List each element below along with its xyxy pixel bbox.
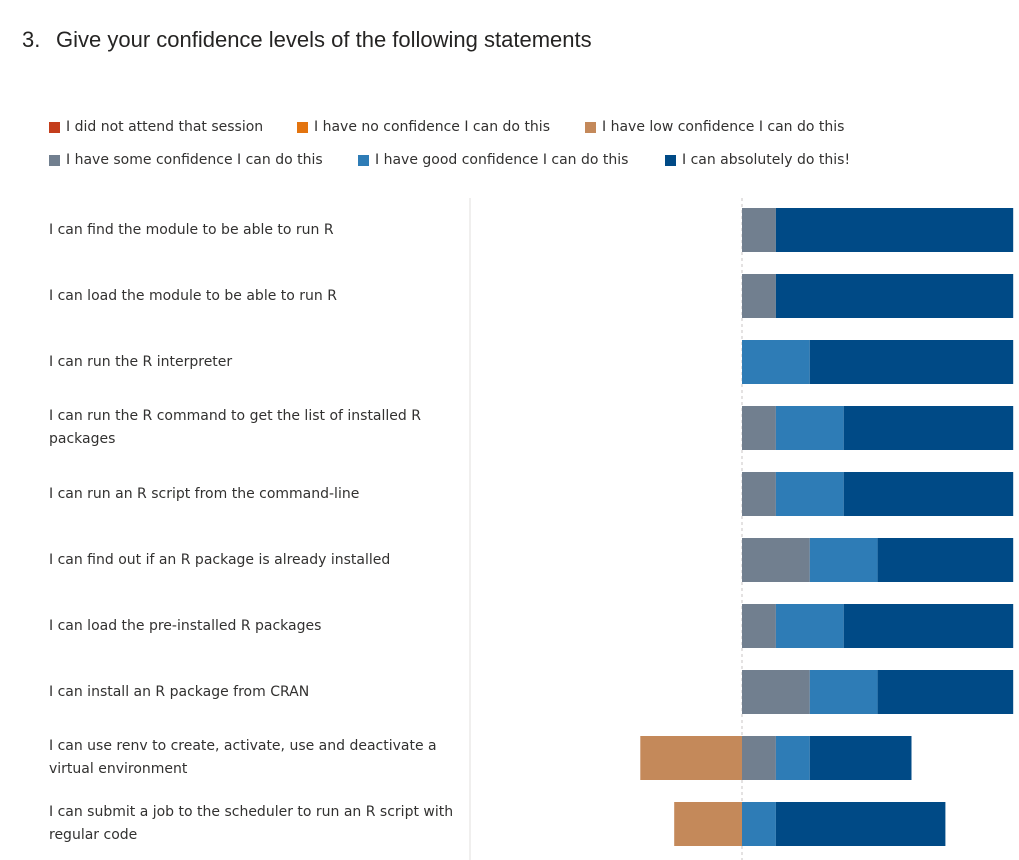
legend-item-some-confidence: I have some confidence I can do this <box>49 150 323 170</box>
legend-label: I have some confidence I can do this <box>66 152 323 168</box>
category-label: I can run the R command to get the list … <box>49 408 421 447</box>
bar-segment <box>742 472 776 516</box>
bar-segment <box>775 472 844 516</box>
bar-segment <box>843 406 1014 450</box>
bar-segment <box>640 736 742 780</box>
bar-segment <box>809 340 1014 384</box>
legend-swatch <box>358 154 369 166</box>
bar-segment <box>742 274 776 318</box>
category-label: I can find out if an R package is alread… <box>49 551 391 568</box>
legend-label: I have low confidence I can do this <box>602 119 845 135</box>
bar-segment <box>809 736 912 780</box>
bar-segment <box>775 802 946 846</box>
legend-item-good-confidence: I have good confidence I can do this <box>358 150 628 170</box>
legend-label: I have good confidence I can do this <box>375 152 629 168</box>
bar-segment <box>742 670 810 714</box>
legend-swatch <box>49 154 60 166</box>
bar-segment <box>742 340 810 384</box>
bar-segment <box>877 538 1014 582</box>
category-label: I can use renv to create, activate, use … <box>49 738 437 777</box>
question-title: 3. Give your confidence levels of the fol… <box>22 25 592 55</box>
category-label: I can load the module to be able to run … <box>49 287 337 304</box>
bar-segment <box>674 802 742 846</box>
bar-segment <box>775 604 844 648</box>
category-label: I can find the module to be able to run … <box>49 221 334 238</box>
legend-label: I can absolutely do this! <box>682 152 851 168</box>
legend-swatch <box>665 154 676 166</box>
bar-segment <box>742 604 776 648</box>
bar-segment <box>843 472 1014 516</box>
legend-item-no-confidence: I have no confidence I can do this <box>297 117 550 137</box>
question-text: Give your confidence levels of the follo… <box>56 27 592 52</box>
question-number: 3. <box>22 27 41 52</box>
bar-segment <box>877 670 1014 714</box>
bar-segment <box>775 208 1014 252</box>
category-label: I can run the R interpreter <box>49 353 233 370</box>
bar-segment <box>809 538 878 582</box>
legend-item-low-confidence: I have low confidence I can do this <box>585 117 844 137</box>
bar-segment <box>742 802 776 846</box>
category-label: I can install an R package from CRAN <box>49 683 310 700</box>
bar-segment <box>775 406 844 450</box>
bar-segment <box>843 604 1014 648</box>
category-label: I can submit a job to the scheduler to r… <box>49 804 454 843</box>
legend-label: I did not attend that session <box>66 119 264 135</box>
bar-segment <box>742 538 810 582</box>
legend-swatch <box>297 121 308 133</box>
legend-swatch <box>585 121 596 133</box>
bar-segment <box>742 736 776 780</box>
bar-segment <box>775 274 1014 318</box>
bar-segment <box>809 670 878 714</box>
legend-item-not-attended: I did not attend that session <box>49 117 263 137</box>
bar-segment <box>775 736 810 780</box>
category-label: I can run an R script from the command-l… <box>49 485 360 502</box>
legend-swatch <box>49 121 60 133</box>
bar-segment <box>742 208 776 252</box>
legend-item-absolute-confidence: I can absolutely do this! <box>665 150 850 170</box>
legend-label: I have no confidence I can do this <box>314 119 550 135</box>
bar-segment <box>742 406 776 450</box>
category-label: I can load the pre-installed R packages <box>49 617 322 634</box>
